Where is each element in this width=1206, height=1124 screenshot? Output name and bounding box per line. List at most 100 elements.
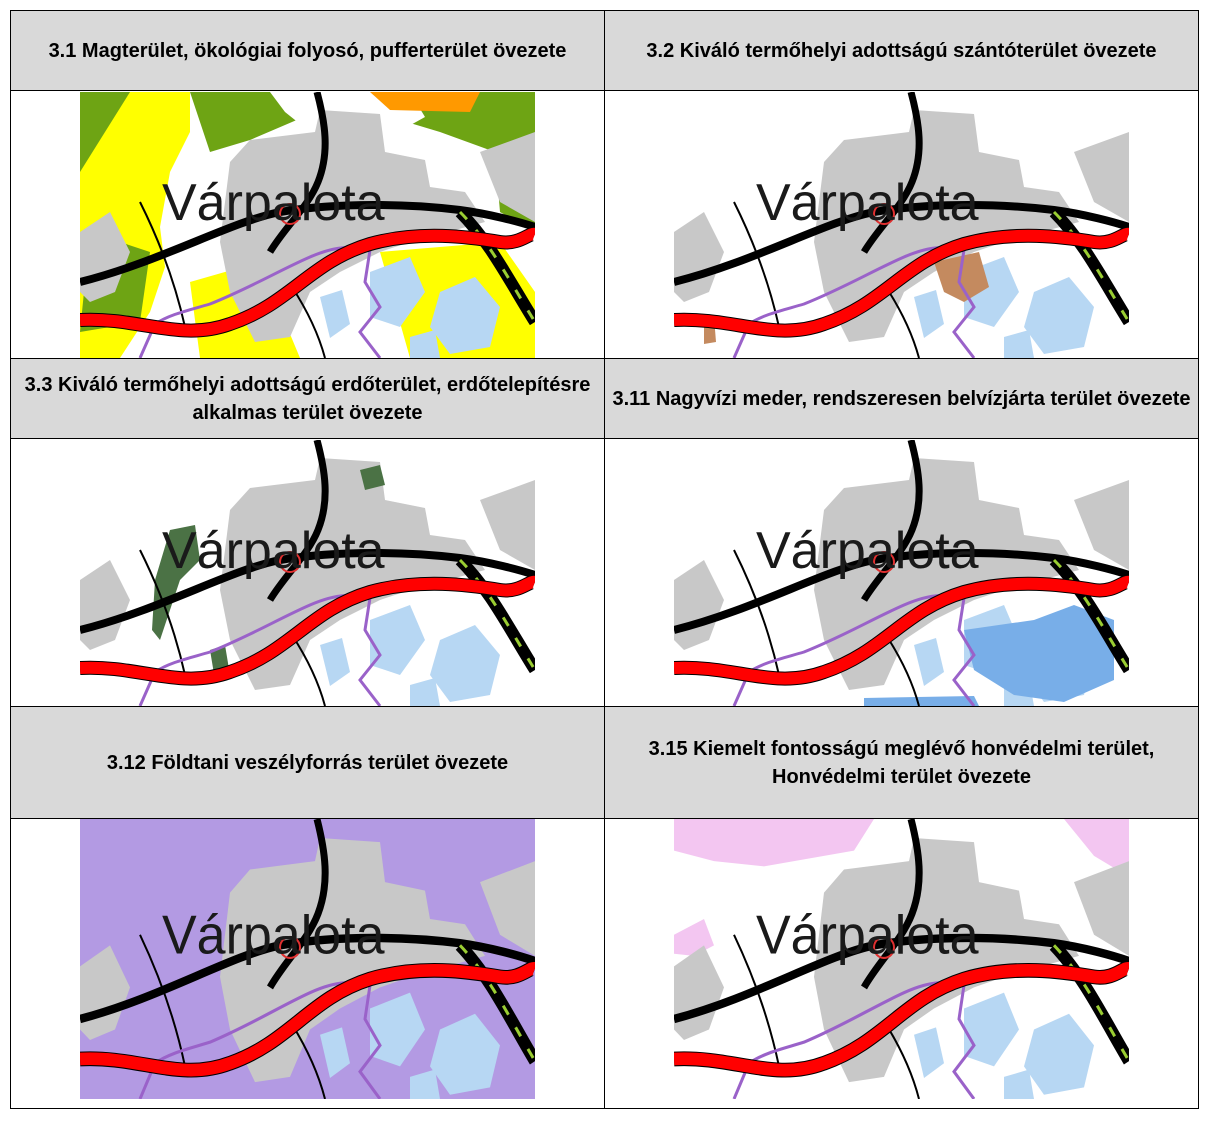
panel-title: 3.15 Kiemelt fontosságú meglévő honvédel… [648, 737, 1155, 788]
map-cell-3-2: Várpalota [604, 90, 1199, 359]
town-label: Várpalota [756, 174, 979, 232]
panel-header-3-11: 3.11 Nagyvízi meder, rendszeresen belvíz… [604, 358, 1199, 439]
panel-header-3-3: 3.3 Kiváló termőhelyi adottságú erdőterü… [10, 358, 605, 439]
junction-symbol [873, 550, 895, 573]
urban-area [220, 457, 485, 690]
railway-east [1049, 555, 1129, 673]
railway [80, 200, 535, 286]
map-cell-3-15: Várpalota [604, 818, 1199, 1109]
water-body [410, 677, 440, 706]
map-3-12: Várpalota [80, 819, 535, 1099]
main-road [266, 439, 329, 602]
railway [674, 933, 1129, 1024]
town-label: Várpalota [162, 174, 385, 232]
main-road [266, 91, 329, 254]
water-body [964, 992, 1019, 1067]
military-area [1064, 819, 1129, 877]
transport-network [674, 91, 1129, 358]
core-area [190, 91, 535, 232]
main-road [860, 439, 923, 602]
motorway [80, 227, 535, 336]
floodplain-area [864, 695, 979, 706]
water-body [320, 1027, 350, 1078]
railway-east [455, 555, 535, 673]
map-cell-3-1: Várpalota [10, 90, 605, 359]
map-3-1: Várpalota [80, 91, 535, 358]
water-body [320, 289, 350, 338]
map-base [674, 109, 1129, 358]
map-3-2: Várpalota [674, 91, 1129, 358]
urban-area [674, 211, 724, 302]
floodplain-area [964, 604, 1114, 702]
forest-area [360, 464, 385, 490]
railway [674, 200, 1129, 286]
transport-network [80, 439, 535, 706]
urban-area [480, 131, 535, 222]
arable-land [934, 251, 989, 302]
junction-symbol [279, 935, 301, 959]
urban-area [674, 559, 724, 650]
motorway [80, 962, 535, 1077]
water-body [410, 1069, 440, 1099]
urban-area [220, 109, 485, 342]
panel-title: 3.11 Nagyvízi meder, rendszeresen belvíz… [612, 387, 1191, 410]
urban-area [80, 559, 130, 650]
water-body [430, 276, 500, 354]
junction-symbol [279, 550, 301, 573]
transport-network [674, 439, 1129, 706]
military-area [674, 819, 874, 867]
map-cell-3-3: Várpalota [10, 438, 605, 707]
transport-network [80, 819, 535, 1099]
railway [674, 548, 1129, 634]
water-body [914, 289, 944, 338]
main-road [266, 819, 329, 990]
water-body [410, 329, 440, 358]
urban-area [1074, 861, 1129, 956]
military-area [674, 919, 714, 956]
panel-header-3-2: 3.2 Kiváló termőhelyi adottságú szántóte… [604, 10, 1199, 91]
junction-symbol [873, 935, 895, 959]
water-body [914, 1027, 944, 1078]
motorway [674, 227, 1129, 336]
map-3-11: Várpalota [674, 439, 1129, 706]
map-3-15: Várpalota [674, 819, 1129, 1099]
town-label: Várpalota [756, 522, 979, 580]
map-3-3: Várpalota [80, 439, 535, 706]
railway [80, 548, 535, 634]
bike-route [138, 245, 382, 358]
motorway [80, 575, 535, 684]
water-body [1024, 1013, 1094, 1095]
map-base [674, 837, 1129, 1099]
transport-network [674, 819, 1129, 1099]
main-road [860, 91, 923, 254]
town-label: Várpalota [756, 906, 979, 966]
water-body [430, 1013, 500, 1095]
map-base [80, 457, 535, 706]
bike-route [732, 593, 976, 706]
water-body [370, 992, 425, 1067]
railway-east [455, 940, 535, 1065]
panel-header-3-15: 3.15 Kiemelt fontosságú meglévő honvédel… [604, 706, 1199, 819]
railway-east [455, 207, 535, 325]
water-body [320, 637, 350, 686]
zone-table: 3.1 Magterület, ökológiai folyosó, puffe… [10, 10, 1199, 1109]
water-body [914, 637, 944, 686]
urban-area [814, 109, 1079, 342]
motorway [674, 962, 1129, 1077]
other-zone [370, 91, 480, 112]
motorway [674, 575, 1129, 684]
forest-area [152, 524, 200, 640]
bike-route [732, 245, 976, 358]
panel-title: 3.2 Kiváló termőhelyi adottságú szántóte… [646, 39, 1157, 62]
railway-east [1049, 207, 1129, 325]
urban-area [814, 837, 1079, 1083]
panel-title: 3.12 Földtani veszélyforrás terület övez… [106, 751, 509, 774]
junction-symbol [279, 202, 301, 225]
transport-network [80, 91, 535, 358]
map-base [80, 837, 535, 1099]
map-cell-3-11: Várpalota [604, 438, 1199, 707]
railway-east [1049, 940, 1129, 1065]
main-road [860, 819, 923, 990]
urban-area [220, 837, 485, 1083]
water-body [370, 604, 425, 675]
